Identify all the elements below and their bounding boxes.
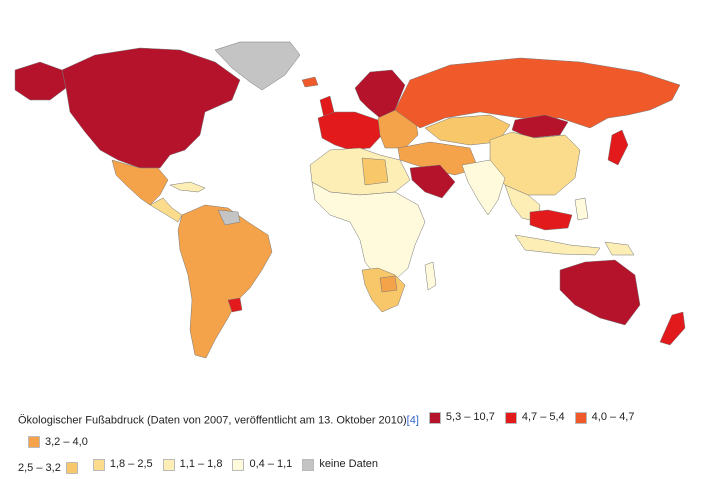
legend-caption: Ökologischer Fußabdruck (Daten von 2007,… <box>18 414 419 427</box>
legend-swatch <box>574 411 587 424</box>
region-papua-new-guinea <box>604 241 635 256</box>
region-kazakhstan <box>424 114 511 146</box>
legend-swatch <box>302 458 315 471</box>
region-mexico <box>111 159 169 206</box>
legend-swatch <box>232 458 245 471</box>
region-north-africa <box>309 147 411 196</box>
world-map <box>14 41 686 359</box>
region-new-zealand <box>659 311 686 346</box>
legend-row-2: 2,5 – 3,2 1,8 – 2,5 1,1 – 1,8 0,4 – 1,1 kein… <box>18 454 698 479</box>
legend-item: 2,5 – 3,2 <box>18 458 83 479</box>
region-north-america <box>61 47 241 169</box>
region-russia <box>394 57 681 129</box>
region-botswana <box>379 275 398 293</box>
legend-label: 5,3 – 10,7 <box>445 411 495 423</box>
legend-item: 1,1 – 1,8 <box>153 454 223 475</box>
region-iceland <box>301 76 319 88</box>
legend-swatch <box>162 458 175 471</box>
legend-swatch <box>504 411 517 424</box>
legend-label: 2,5 – 3,2 <box>18 461 61 474</box>
region-japan <box>607 129 629 166</box>
region-sub-saharan-africa <box>311 181 426 283</box>
region-philippines <box>574 197 589 221</box>
legend-label: keine Daten <box>319 458 379 470</box>
region-australia <box>559 259 641 326</box>
region-uruguay <box>227 297 243 313</box>
legend-label: 0,4 – 1,1 <box>249 458 293 470</box>
legend-label: 1,8 – 2,5 <box>109 458 153 470</box>
legend-swatch <box>28 436 40 448</box>
legend-item: 4,0 – 4,7 <box>565 407 635 428</box>
legend-item: 0,4 – 1,1 <box>222 454 292 475</box>
region-madagascar <box>424 261 437 291</box>
legend-item: 1,8 – 2,5 <box>83 454 153 475</box>
region-indonesia <box>514 234 601 256</box>
region-libya <box>361 157 389 186</box>
legend-item: keine Daten <box>292 454 378 475</box>
region-china <box>489 131 581 196</box>
region-uk-ireland <box>319 95 335 119</box>
region-mongolia <box>511 114 569 139</box>
region-central-america <box>149 197 183 223</box>
legend-label: 4,0 – 4,7 <box>591 411 635 423</box>
map-legend: Ökologischer Fußabdruck (Daten von 2007,… <box>18 407 698 479</box>
legend-label: 1,1 – 1,8 <box>179 458 223 470</box>
region-western-europe <box>317 111 383 151</box>
legend-swatch <box>65 462 78 474</box>
region-guianas <box>217 209 241 226</box>
region-arabian-peninsula <box>409 164 456 199</box>
region-alaska <box>14 61 67 101</box>
legend-swatch <box>92 458 105 471</box>
region-south-america <box>177 204 273 359</box>
region-caribbean <box>169 181 206 193</box>
legend-item: 5,3 – 10,7 <box>419 407 495 428</box>
legend-reference-link[interactable]: [4] <box>406 414 419 427</box>
legend-label: 4,7 – 5,4 <box>521 411 565 423</box>
legend-item: 4,7 – 5,4 <box>495 407 565 428</box>
legend-swatch <box>428 411 441 424</box>
legend-item: 3,2 – 4,0 <box>18 432 88 453</box>
region-india <box>461 159 506 216</box>
region-malaysia <box>529 209 573 231</box>
region-greenland <box>214 41 301 91</box>
legend-label: 3,2 – 4,0 <box>45 435 88 448</box>
